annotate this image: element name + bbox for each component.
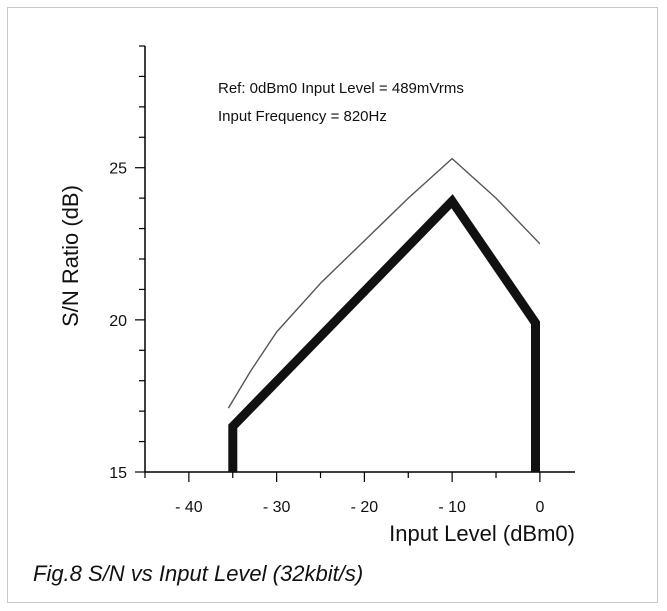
y-tick-label: 25 (109, 161, 127, 178)
annotation-input-frequency: Input Frequency = 820Hz (218, 108, 387, 125)
x-tick-label: - 20 (351, 499, 379, 516)
chart-labels: Ref: 0dBm0 Input Level = 489mVrms Input … (58, 80, 575, 546)
y-tick-label: 20 (109, 313, 127, 330)
series-line-thin (227, 157, 541, 409)
y-tick-label: 15 (109, 465, 127, 482)
annotation-reference-level: Ref: 0dBm0 Input Level = 489mVrms (218, 80, 464, 97)
x-tick-label: - 10 (438, 499, 466, 516)
chart-series (227, 157, 541, 472)
series-line-thick (228, 194, 540, 472)
x-axis-label: Input Level (dBm0) (389, 521, 575, 546)
x-tick-label: - 40 (175, 499, 203, 516)
figure-frame (7, 7, 658, 603)
x-tick-label: - 30 (263, 499, 291, 516)
chart-axes: 15 20 25 - 40 - 30 - 20 - 10 0 (109, 45, 575, 516)
y-axis-label: S/N Ratio (dB) (58, 185, 83, 327)
x-tick-label: 0 (535, 499, 544, 516)
figure-caption: Fig.8 S/N vs Input Level (32kbit/s) (33, 561, 364, 586)
